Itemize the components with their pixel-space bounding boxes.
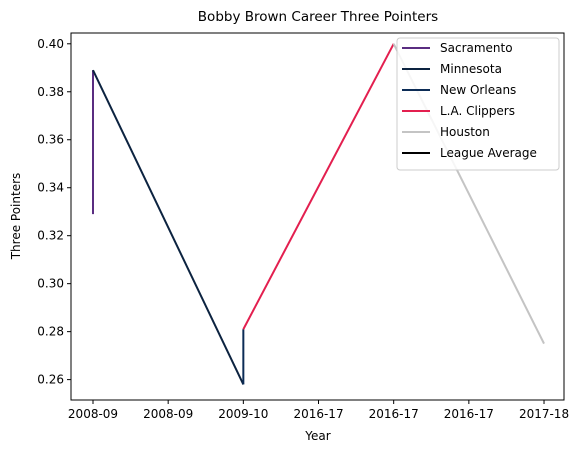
y-tick-label: 0.28 — [37, 325, 64, 339]
y-tick-label: 0.30 — [37, 277, 64, 291]
y-tick-label: 0.40 — [37, 37, 64, 51]
legend-label: Houston — [440, 125, 490, 139]
y-tick-label: 0.26 — [37, 373, 64, 387]
plot-frame — [70, 32, 565, 401]
legend-label: Sacramento — [440, 41, 513, 55]
legend-label: Minnesota — [440, 62, 502, 76]
legend-box — [396, 37, 560, 171]
x-tick-label: 2016-17 — [444, 407, 494, 421]
legend-label: New Orleans — [440, 83, 516, 97]
x-tick-label: 2016-17 — [369, 407, 419, 421]
chart-title: Bobby Brown Career Three Pointers — [198, 9, 438, 25]
y-axis-label: Three Pointers — [9, 173, 23, 261]
x-tick-label: 2008-09 — [143, 407, 193, 421]
series-line-minnesota — [92, 69, 245, 385]
y-tick-label: 0.34 — [37, 181, 64, 195]
legend: Sacramento Minnesota New Orleans L.A. Clipp… — [396, 37, 560, 171]
x-axis-label: Year — [304, 429, 330, 443]
y-axis: 0.26 0.28 0.30 0.32 0.34 0.36 0.38 0.40 — [37, 37, 71, 387]
legend-label: L.A. Clippers — [440, 104, 515, 118]
y-tick-label: 0.38 — [37, 85, 64, 99]
x-axis: 2008-09 2008-09 2009-10 2016-17 2016-17 2016-… — [68, 400, 569, 421]
y-tick-label: 0.36 — [37, 133, 64, 147]
x-tick-label: 2008-09 — [68, 407, 118, 421]
y-tick-label: 0.32 — [37, 229, 64, 243]
x-tick-label: 2016-17 — [293, 407, 343, 421]
legend-label: League Average — [440, 146, 537, 160]
series-line-l-a-clippers — [242, 43, 395, 330]
x-tick-label: 2017-18 — [519, 407, 569, 421]
x-tick-label: 2009-10 — [218, 407, 268, 421]
